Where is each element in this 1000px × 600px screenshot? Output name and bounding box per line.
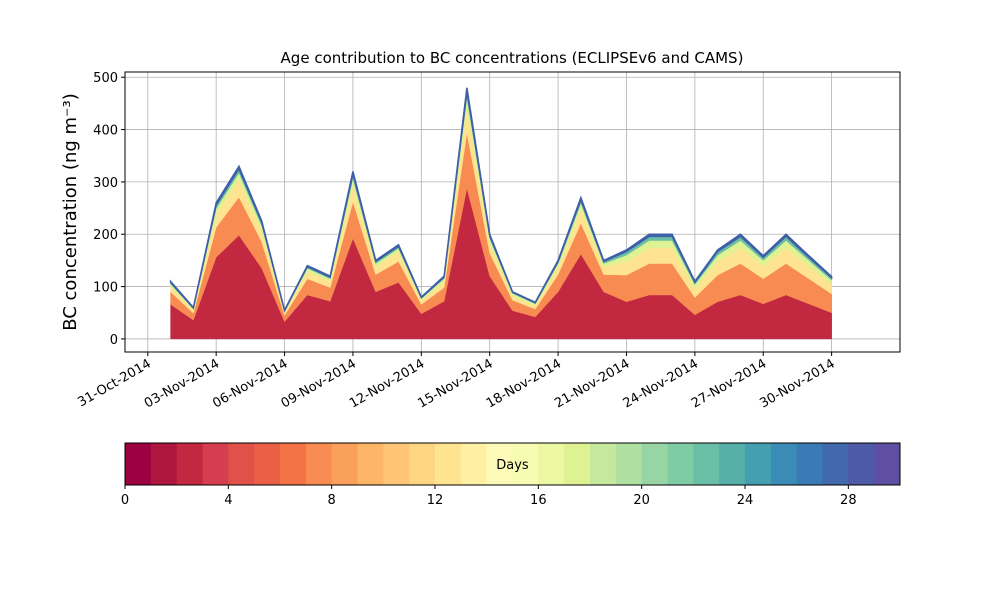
y-tick-label: 100 — [93, 281, 118, 296]
colorbar-swatch — [590, 443, 617, 485]
x-tick-label: 09-Nov-2014 — [279, 356, 359, 411]
colorbar-swatch — [280, 443, 307, 485]
colorbar-swatch — [564, 443, 591, 485]
colorbar-swatch — [512, 443, 539, 485]
colorbar-swatch — [848, 443, 875, 485]
colorbar-tick-label: 28 — [840, 493, 857, 508]
colorbar-swatch — [383, 443, 410, 485]
colorbar-tick-label: 0 — [121, 493, 129, 508]
colorbar-swatch — [176, 443, 203, 485]
y-tick-label: 200 — [93, 228, 118, 243]
x-tick-label: 18-Nov-2014 — [484, 356, 564, 411]
x-tick-label: 06-Nov-2014 — [210, 356, 290, 411]
x-tick-label: 24-Nov-2014 — [621, 356, 701, 411]
colorbar-tick-label: 20 — [633, 493, 650, 508]
colorbar-swatch — [331, 443, 358, 485]
colorbar-swatch — [719, 443, 746, 485]
colorbar-swatch — [125, 443, 152, 485]
colorbar-swatch — [228, 443, 255, 485]
colorbar-swatch — [202, 443, 229, 485]
colorbar-swatch — [615, 443, 643, 485]
colorbar-tick-label: 4 — [224, 493, 232, 508]
x-tick-label: 21-Nov-2014 — [552, 356, 632, 411]
colorbar-swatch — [770, 443, 798, 485]
plot-frame — [124, 71, 901, 353]
colorbar-tick-label: 24 — [737, 493, 754, 508]
x-tick-label: 30-Nov-2014 — [757, 356, 837, 411]
y-tick-label: 500 — [93, 71, 118, 86]
colorbar-swatch — [254, 443, 281, 485]
colorbar-frame — [124, 442, 901, 486]
colorbar-tick-label: 16 — [530, 493, 547, 508]
y-tick-label: 400 — [93, 124, 118, 139]
colorbar-swatch — [874, 443, 901, 485]
colorbar-swatch — [357, 443, 384, 485]
colorbar-swatch — [745, 443, 772, 485]
y-tick-label: 300 — [93, 176, 118, 191]
colorbar-swatch — [641, 443, 668, 485]
colorbar-swatch — [693, 443, 720, 485]
x-tick-label: 27-Nov-2014 — [689, 356, 769, 411]
colorbar-swatch — [796, 443, 823, 485]
colorbar-swatch — [150, 443, 178, 485]
chart-title: Age contribution to BC concentrations (E… — [281, 49, 744, 67]
colorbar-swatch — [667, 443, 694, 485]
x-tick-label: 31-Oct-2014 — [75, 356, 153, 410]
colorbar-label: Days — [496, 458, 529, 473]
colorbar-swatch — [486, 443, 513, 485]
colorbar-swatch — [305, 443, 333, 485]
x-tick-label: 03-Nov-2014 — [142, 356, 222, 411]
y-tick-label: 0 — [110, 333, 118, 348]
x-tick-label: 15-Nov-2014 — [415, 356, 495, 411]
colorbar-swatch — [538, 443, 565, 485]
colorbar-tick-label: 8 — [328, 493, 336, 508]
colorbar-swatch — [409, 443, 436, 485]
colorbar-swatch — [822, 443, 849, 485]
colorbar-swatch — [435, 443, 462, 485]
colorbar-tick-label: 12 — [427, 493, 444, 508]
y-axis-label: BC concentration (ng m⁻³) — [60, 93, 81, 331]
x-tick-label: 12-Nov-2014 — [347, 356, 427, 411]
colorbar-swatch — [460, 443, 488, 485]
area — [169, 87, 833, 313]
